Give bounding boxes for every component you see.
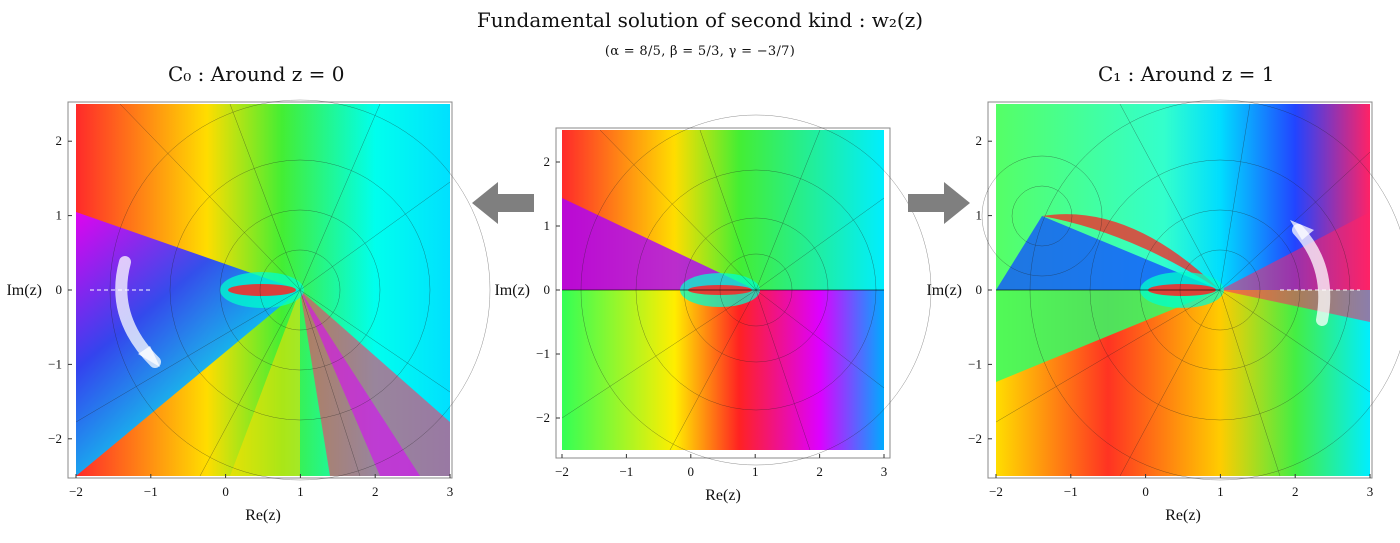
left-xtick-label: 0 <box>222 484 229 499</box>
left-ytick-label: 2 <box>56 133 63 148</box>
left-magenta-lobe <box>300 290 420 476</box>
curved-arrow-up-head <box>1290 220 1314 240</box>
right-panel-title: C₁ : Around z = 1 <box>1098 62 1275 86</box>
center-frame <box>555 127 891 459</box>
left-yellow-lobe <box>230 290 300 476</box>
left-panel-title: C₀ : Around z = 0 <box>168 62 345 86</box>
center-xtick-label: 1 <box>752 464 759 479</box>
center-yaxis-label: Im(z) <box>494 282 530 299</box>
center-ytick-label: 0 <box>544 282 551 297</box>
left-xtick-label: 2 <box>372 484 379 499</box>
right-ytick-label: −1 <box>968 356 982 371</box>
right-xtick-label: 1 <box>1217 484 1224 499</box>
right-ytick-label: 1 <box>976 208 983 223</box>
center-ytick-label: 1 <box>544 218 551 233</box>
right-xtick-label: 3 <box>1367 484 1374 499</box>
left-xaxis-label: Re(z) <box>245 507 281 524</box>
left-loop-core <box>228 284 296 296</box>
center-xtick-label: −2 <box>555 464 569 479</box>
curved-arrow-down-head <box>138 346 160 367</box>
curved-arrow-up-icon <box>1292 224 1331 326</box>
right-xtick-label: −2 <box>989 484 1003 499</box>
left-ytick-label: 1 <box>56 208 63 223</box>
arrow-left-icon <box>472 182 534 224</box>
center-phase-plot: −2 −1 0 1 2 3 2 1 0 −1 −2 Re(z) Im(z) <box>494 114 932 504</box>
right-red-band <box>1042 214 1220 290</box>
right-ytick-label: 0 <box>976 282 983 297</box>
center-xtick-label: 2 <box>816 464 823 479</box>
left-yaxis-label: Im(z) <box>6 282 42 299</box>
right-magenta-lobe <box>1220 212 1370 322</box>
arrow-right-icon <box>908 182 970 224</box>
right-ytick-label: −2 <box>968 431 982 446</box>
center-xtick-label: −1 <box>619 464 633 479</box>
center-xaxis-label: Re(z) <box>705 487 741 504</box>
right-yaxis-label: Im(z) <box>926 282 962 299</box>
left-xtick-label: 1 <box>297 484 304 499</box>
left-ytick-label: 0 <box>56 282 63 297</box>
center-xtick-label: 0 <box>688 464 695 479</box>
left-ytick-label: −2 <box>48 431 62 446</box>
center-ytick-label: −1 <box>536 346 550 361</box>
center-lower-field <box>562 290 884 450</box>
right-blue-wedge <box>996 216 1220 290</box>
left-ytick-label: −1 <box>48 356 62 371</box>
right-xtick-label: 0 <box>1142 484 1149 499</box>
left-red-lobe <box>300 290 450 476</box>
left-contours <box>75 99 491 481</box>
right-xtick-label: −1 <box>1064 484 1078 499</box>
right-ytick-label: 2 <box>976 133 983 148</box>
parameter-line: (α = 8/5, β = 5/3, γ = −3/7) <box>604 44 796 59</box>
left-xtick-label: 3 <box>447 484 454 499</box>
figure-title: Fundamental solution of second kind : w₂… <box>476 8 924 32</box>
center-ytick-label: −2 <box>536 410 550 425</box>
right-xaxis-label: Re(z) <box>1165 507 1201 524</box>
center-ytick-label: 2 <box>544 154 551 169</box>
left-xtick-label: −2 <box>69 484 83 499</box>
center-xtick-label: 3 <box>881 464 888 479</box>
left-xtick-label: −1 <box>144 484 158 499</box>
center-purple-region <box>562 198 756 290</box>
right-green-region <box>996 290 1220 382</box>
right-phase-plot: −2 −1 0 1 2 3 2 1 0 −1 −2 Re(z) Im(z) <box>926 99 1400 524</box>
right-xtick-label: 2 <box>1292 484 1299 499</box>
left-phase-plot: −2 −1 0 1 2 3 2 1 0 −1 −2 Re(z) Im(z) <box>6 99 491 524</box>
